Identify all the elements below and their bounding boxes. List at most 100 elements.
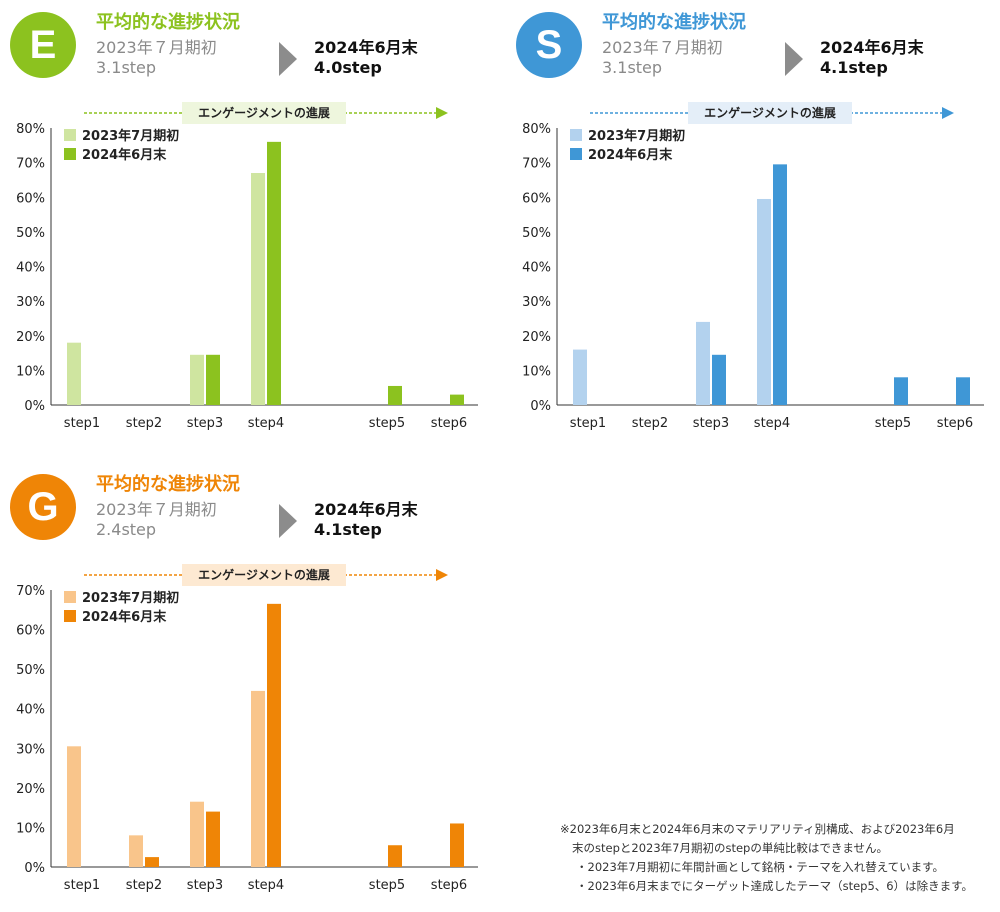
footnote-line-3: ・2023年7月期初に年間計画として銘柄・テーマを入れ替えています。: [576, 860, 945, 874]
x-tick-label: step2: [126, 416, 162, 431]
legend-label: 2024年6月末: [82, 609, 167, 625]
e-after-value: 4.0step: [314, 58, 382, 77]
y-tick-label: 50%: [522, 226, 551, 241]
s-before-value: 3.1step: [602, 58, 663, 77]
bar-step6-after: [450, 394, 464, 405]
legend-swatch: [64, 610, 76, 622]
bar-step3-before: [190, 801, 204, 867]
x-tick-label: step3: [693, 416, 729, 431]
bar-step2-after: [145, 857, 159, 867]
legend-swatch: [570, 129, 582, 141]
legend-label: 2023年7月期初: [588, 128, 685, 144]
footnote-line-2: 末のstepと2023年7月期初のstepの単純比較はできません。: [572, 841, 888, 855]
x-tick-label: step4: [754, 416, 790, 431]
e-heading: 平均的な進捗状況: [96, 12, 240, 33]
x-tick-label: step2: [632, 416, 668, 431]
panel-g: G 平均的な進捗状況 2023年７月期初 2.4step 2024年6月末 4.…: [0, 462, 500, 912]
s-after-label: 2024年6月末: [820, 38, 924, 57]
legend-label: 2024年6月末: [588, 147, 673, 163]
x-tick-label: step2: [126, 878, 162, 893]
e-after-label: 2024年6月末: [314, 38, 418, 57]
y-tick-label: 60%: [16, 624, 45, 639]
bar-step4-after: [267, 141, 281, 405]
g-before-label: 2023年７月期初: [96, 500, 217, 519]
y-tick-label: 10%: [522, 364, 551, 379]
engagement-arrow-head-icon: [436, 569, 448, 581]
y-tick-label: 40%: [16, 703, 45, 718]
y-tick-label: 70%: [16, 157, 45, 172]
e-bar-chart: エンゲージメントの進展 0% 10% 20% 30% 40% 50% 60% 70% 80% ste…: [16, 102, 478, 431]
s-circle-badge: S: [516, 12, 582, 78]
g-before-value: 2.4step: [96, 520, 157, 539]
x-tick-label: step5: [875, 416, 911, 431]
bar-step3-after: [712, 354, 726, 405]
x-tick-label: step1: [64, 878, 100, 893]
y-tick-label: 70%: [522, 157, 551, 172]
y-tick-label: 40%: [522, 261, 551, 276]
y-tick-label: 50%: [16, 663, 45, 678]
s-after-value: 4.1step: [820, 58, 888, 77]
y-tick-label: 30%: [522, 295, 551, 310]
bar-step5-after: [388, 845, 402, 867]
y-tick-label: 30%: [16, 742, 45, 757]
x-tick-label: step6: [937, 416, 973, 431]
s-bar-chart: エンゲージメントの進展 0% 10% 20% 30% 40% 50% 60% 70% 80% ste…: [522, 102, 984, 431]
x-tick-label: step1: [570, 416, 606, 431]
g-heading: 平均的な進捗状況: [96, 474, 240, 495]
y-tick-label: 60%: [16, 191, 45, 206]
x-tick-label: step3: [187, 878, 223, 893]
footnote-line-4: ・2023年6月末までにターゲット達成したテーマ（step5、6）は除きます。: [576, 879, 973, 893]
engagement-label: エンゲージメントの進展: [198, 567, 330, 582]
legend-swatch: [570, 148, 582, 160]
x-tick-label: step6: [431, 878, 467, 893]
x-tick-label: step6: [431, 416, 467, 431]
bar-step3-before: [190, 354, 204, 405]
g-bar-chart: エンゲージメントの進展 0% 10% 20% 30% 40% 50% 60% 70% step1 s…: [16, 564, 478, 893]
e-circle-badge: E: [10, 12, 76, 78]
panel-e: E 平均的な進捗状況 2023年７月期初 3.1step 2024年6月末 4.…: [0, 0, 500, 450]
g-after-label: 2024年6月末: [314, 500, 418, 519]
y-tick-label: 10%: [16, 364, 45, 379]
engagement-label: エンゲージメントの進展: [198, 105, 330, 120]
e-before: 2023年７月期初 3.1step: [96, 38, 217, 78]
e-before-label: 2023年７月期初: [96, 38, 217, 57]
panel-s: S 平均的な進捗状況 2023年７月期初 3.1step 2024年6月末 4.…: [506, 0, 1000, 450]
legend-swatch: [64, 148, 76, 160]
x-tick-label: step3: [187, 416, 223, 431]
e-after: 2024年6月末 4.0step: [314, 38, 418, 78]
footnote: ※2023年6月末と2024年6月末のマテリアリティ別構成、および2023年6月…: [560, 820, 998, 896]
x-tick-label: step1: [64, 416, 100, 431]
bar-step3-after: [206, 354, 220, 405]
y-tick-label: 0%: [530, 399, 551, 414]
y-tick-label: 60%: [522, 191, 551, 206]
bar-step3-after: [206, 811, 220, 867]
bar-step4-after: [773, 164, 787, 405]
y-tick-label: 30%: [16, 295, 45, 310]
legend-label: 2024年6月末: [82, 147, 167, 163]
y-tick-label: 50%: [16, 226, 45, 241]
bar-step4-after: [267, 603, 281, 867]
s-after: 2024年6月末 4.1step: [820, 38, 924, 78]
y-tick-label: 0%: [24, 399, 45, 414]
y-tick-label: 80%: [522, 122, 551, 137]
engagement-label: エンゲージメントの進展: [704, 105, 836, 120]
x-tick-label: step4: [248, 878, 284, 893]
x-tick-label: step4: [248, 416, 284, 431]
y-tick-label: 80%: [16, 122, 45, 137]
bar-step1-before: [67, 342, 81, 405]
engagement-label-bg: [688, 102, 852, 124]
engagement-arrow-head-icon: [942, 107, 954, 119]
bar-step1-before: [573, 349, 587, 405]
bar-step4-before: [251, 690, 265, 867]
bar-step6-after: [450, 823, 464, 867]
bar-step2-before: [129, 835, 143, 867]
legend-label: 2023年7月期初: [82, 128, 179, 144]
s-arrow-icon: [785, 42, 803, 76]
engagement-arrow-head-icon: [436, 107, 448, 119]
legend-swatch: [64, 591, 76, 603]
g-after: 2024年6月末 4.1step: [314, 500, 418, 540]
legend-label: 2023年7月期初: [82, 590, 179, 606]
bar-step4-before: [757, 198, 771, 405]
bar-step1-before: [67, 746, 81, 867]
e-before-value: 3.1step: [96, 58, 157, 77]
